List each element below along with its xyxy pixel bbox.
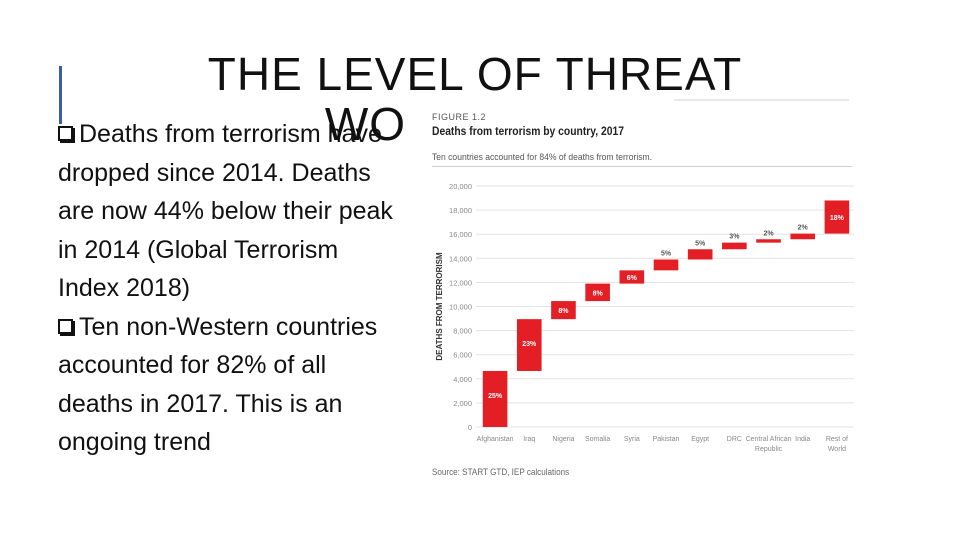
y-tick-label: 8,000	[453, 327, 472, 336]
waterfall-bar	[756, 239, 781, 243]
checkbox-bullet-icon	[58, 318, 73, 334]
bar-value-label: 5%	[695, 240, 706, 247]
x-category-label: India	[795, 436, 810, 443]
figure-top-rule	[674, 99, 849, 101]
bullet-item: Ten non-Western countries accounted for …	[58, 308, 403, 462]
waterfall-bar	[551, 301, 576, 320]
y-tick-label: 2,000	[453, 399, 472, 408]
x-category-label: Nigeria	[552, 436, 574, 443]
x-category-label: Syria	[624, 436, 640, 443]
y-tick-label: 14,000	[449, 254, 472, 263]
bullet-list: Deaths from terrorism have dropped since…	[58, 115, 403, 500]
chart-figure: FIGURE 1.2 Deaths from terrorism by coun…	[404, 96, 856, 488]
y-tick-label: 16,000	[449, 230, 472, 239]
figure-source: Source: START GTD, IEP calculations	[432, 467, 570, 477]
bar-value-label: 23%	[522, 341, 537, 348]
y-tick-label: 6,000	[453, 351, 472, 360]
x-category-label: Afghanistan	[477, 436, 514, 443]
x-category-label: DRC	[727, 436, 742, 443]
bullet-text: Deaths from terrorism have dropped since…	[58, 120, 393, 302]
waterfall-chart: 0 2,000 4,000 6,000 8,000 10,000 12,000 14,000 1…	[435, 182, 854, 453]
waterfall-bar	[653, 259, 679, 271]
x-category-label: World	[828, 446, 846, 453]
y-tick-label: 12,000	[449, 278, 472, 287]
x-category-label: Central African	[746, 436, 792, 443]
bar-value-label: 18%	[830, 215, 845, 222]
x-category-label: Somalia	[585, 436, 610, 443]
y-tick-label: 10,000	[449, 303, 472, 312]
x-category-label: Egypt	[691, 436, 709, 443]
waterfall-bar	[619, 270, 645, 284]
waterfall-bar	[722, 242, 747, 250]
waterfall-bar	[585, 283, 610, 302]
bar-value-label: 8%	[558, 308, 569, 315]
figure-divider	[432, 166, 852, 167]
y-tick-label: 20,000	[449, 182, 472, 191]
y-axis-title: DEATHS FROM TERRORISM	[435, 252, 444, 361]
bullet-item: Deaths from terrorism have dropped since…	[58, 115, 403, 308]
bar-value-label: 8%	[593, 290, 604, 297]
bar-value-label: 6%	[627, 275, 638, 282]
x-category-label: Pakistan	[653, 436, 680, 443]
waterfall-bar	[516, 319, 542, 371]
bar-value-label: 5%	[661, 251, 672, 258]
x-category-label: Rest of	[826, 436, 848, 443]
waterfall-bar	[482, 370, 508, 427]
bar-value-label: 2%	[763, 230, 774, 237]
figure-title: Deaths from terrorism by country, 2017	[432, 124, 624, 138]
x-category-label: Republic	[755, 446, 783, 453]
y-tick-label: 4,000	[453, 375, 472, 384]
figure-label: FIGURE 1.2	[432, 112, 487, 122]
waterfall-bar	[687, 249, 713, 260]
bar-value-label: 25%	[488, 393, 503, 400]
checkbox-bullet-icon	[58, 126, 73, 141]
bar-value-label: 3%	[729, 234, 740, 241]
y-tick-label: 0	[468, 423, 472, 432]
waterfall-bar	[824, 200, 850, 234]
bullet-text: Ten non-Western countries accounted for …	[58, 312, 378, 457]
accent-bar	[59, 66, 62, 124]
x-category-label: Iraq	[523, 436, 535, 443]
bar-value-label: 2%	[798, 225, 809, 232]
waterfall-bar	[790, 233, 816, 240]
figure-subtitle: Ten countries accounted for 84% of death…	[432, 152, 653, 163]
y-tick-label: 18,000	[449, 206, 472, 215]
